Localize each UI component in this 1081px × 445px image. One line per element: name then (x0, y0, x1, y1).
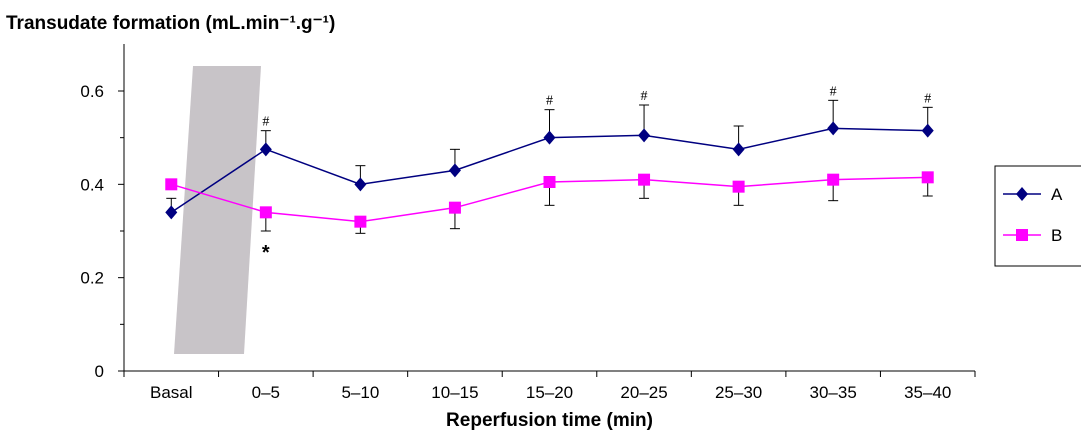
legend-label-B: B (1051, 226, 1062, 245)
data-point-A (165, 205, 178, 220)
x-tick-label: 20–25 (620, 383, 667, 402)
y-tick-label: 0.6 (80, 82, 104, 101)
significance-mark: # (641, 89, 648, 104)
significance-mark: # (924, 91, 931, 106)
data-point-A (827, 121, 840, 136)
data-point-A (448, 163, 461, 178)
x-tick-label: 25–30 (715, 383, 762, 402)
data-point-A (354, 177, 367, 192)
data-point-A (732, 142, 745, 157)
data-point-B (543, 176, 556, 188)
x-axis-title: Reperfusion time (min) (446, 410, 653, 431)
data-point-B (354, 215, 367, 228)
data-point-A (638, 128, 651, 143)
y-axis-title: Transudate formation (mL.min⁻¹.g⁻¹) (6, 13, 336, 34)
x-tick-label: Basal (150, 383, 193, 402)
data-point-B (165, 178, 178, 191)
legend-box (994, 165, 1081, 267)
x-tick-label: 35–40 (904, 383, 951, 402)
shaded-region (174, 66, 261, 354)
legend-marker-A (1016, 187, 1028, 201)
y-tick-label: 0.2 (80, 269, 104, 288)
data-point-B (448, 201, 461, 214)
significance-mark: # (262, 115, 269, 130)
x-tick-label: 0–5 (252, 383, 280, 402)
legend-label-A: A (1051, 185, 1063, 204)
legend-marker-B (1016, 229, 1028, 241)
x-tick-label: 15–20 (526, 383, 573, 402)
data-point-A (543, 130, 556, 145)
y-tick-label: 0.4 (80, 175, 104, 194)
data-point-A (259, 142, 272, 157)
x-tick-label: 10–15 (431, 383, 478, 402)
x-tick-label: 30–35 (810, 383, 857, 402)
significance-mark: # (546, 94, 553, 109)
data-point-B (921, 171, 934, 184)
x-tick-label: 5–10 (341, 383, 379, 402)
significance-mark: # (830, 84, 837, 99)
data-point-B (827, 173, 840, 186)
y-tick-label: 0 (95, 362, 104, 381)
significance-mark: * (262, 242, 270, 264)
data-point-B (638, 173, 651, 186)
data-point-A (921, 123, 934, 138)
data-point-B (259, 206, 272, 219)
data-point-B (732, 180, 745, 193)
